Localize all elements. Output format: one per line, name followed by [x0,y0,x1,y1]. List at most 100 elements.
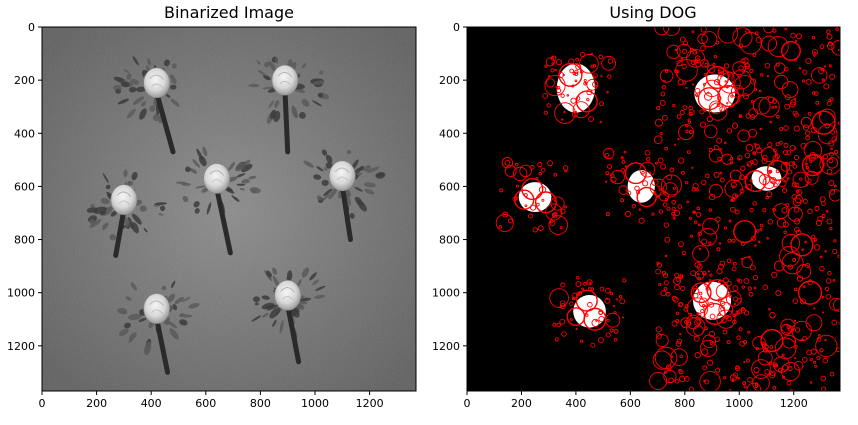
dog-blob-small [786,325,791,330]
dog-blob-small [579,53,599,74]
dog-blob-small [595,319,598,322]
dog-blob-small [752,336,766,350]
dog-blob-small [805,135,810,141]
dog-blob-small [819,152,840,175]
dog-blob-small [688,130,693,135]
dog-blob-small [658,209,664,214]
dog-blob-small [773,260,785,272]
dog-blob-small [708,330,716,338]
white-region [751,166,782,191]
dog-blob-small [734,209,740,215]
dog-blob-small [649,372,668,391]
dog-blob-small [824,123,830,129]
dog-blob-small [800,338,804,342]
dog-blob-small [604,287,611,294]
dog-blob-small [663,222,670,228]
dog-blob-small [752,159,758,165]
dog-blob-small [666,44,681,60]
dog-blob-small [781,375,786,379]
dog-blob-small [689,312,693,316]
dog-blob-small [821,311,825,314]
dog-blob-small [829,297,840,311]
dog-blob-small [680,285,686,292]
white-region [556,63,595,113]
dog-blob-small [677,302,683,308]
dog-blob-small [792,197,802,207]
dog-blob-small [704,379,710,385]
dog-blob-small [742,381,747,386]
dog-blob-small [672,215,676,219]
dog-blob-small [716,309,736,329]
dog-blob-small [744,152,751,159]
dog-blob-small [681,170,685,175]
dog-blob-small [678,368,682,373]
dog-blob-small [610,169,625,185]
dog-blob-small [655,268,662,275]
dog-blob-small [569,318,573,321]
dog-blob-small [745,358,750,363]
x-tick-label: 1000 [301,397,329,410]
panel-title: Using DOG [609,3,696,22]
x-tick-label: 600 [620,397,641,410]
dog-blob-small [606,318,610,323]
dog-blob-small [821,386,827,391]
dog-blob-small [664,197,669,202]
dog-blob-small [722,329,728,335]
dog-blob-small [674,143,677,146]
dog-blob-small [545,57,555,67]
dog-blob-small [560,93,565,98]
dog-blob-small [803,140,823,160]
dog-blob-small [566,94,570,97]
dog-blob-small [813,51,816,54]
dog-blob-small [694,88,701,94]
dog-blob-small [697,272,700,276]
dog-blob-small [779,140,783,145]
dog-blob-small [718,70,723,75]
dog-blob-small [605,212,610,217]
dog-blob-small [743,278,750,284]
dog-blob-small [743,385,747,389]
dog-blob-small [830,147,833,151]
dog-blob-small [679,274,684,278]
dog-blob-small [708,279,712,282]
dog-blob-small [719,260,726,267]
dog-blob-small [746,382,762,391]
dog-blob-small [819,265,825,272]
dog-blob-small [744,63,751,70]
dog-blob [790,233,814,257]
dog-blob-small [559,300,566,307]
dog-blob-small [780,323,792,336]
dog-blob-small [800,298,806,305]
dog-blob-small [752,201,757,206]
dog-blob-small [678,124,694,141]
dog-blob-small [794,226,800,233]
dog-blob-small [718,263,725,270]
dog-blob-small [686,297,709,319]
dog-blob-small [555,85,559,89]
dog-blob-small [624,211,631,218]
dog-blob-small [532,227,538,233]
dog-blob-small [690,270,697,277]
dog-blob-small [818,108,836,126]
dog-blob-small [543,110,548,115]
dog-blob-small [750,100,754,104]
dog-blob-small [721,153,733,165]
dog-blob-small [771,105,775,109]
dog-blob-small [499,188,504,193]
dog-blob-small [829,371,835,377]
dog-blob-small [495,213,514,232]
dog-blob-small [726,128,733,134]
dog-blob-small [631,203,637,209]
dog-blob-small [739,174,745,180]
dog-blob-small [751,359,771,379]
dog-blob-small [747,377,753,383]
dog-blob-small [659,69,674,83]
dog-blob-small [815,334,838,358]
dog-blob-small [590,342,596,348]
dog-blob-small [753,142,757,146]
dog-blob-small [707,64,716,74]
dog-blob-small [661,84,667,90]
dog-blob-small [687,118,691,122]
dog-blob-small [805,314,823,332]
dog-blob [706,278,729,302]
